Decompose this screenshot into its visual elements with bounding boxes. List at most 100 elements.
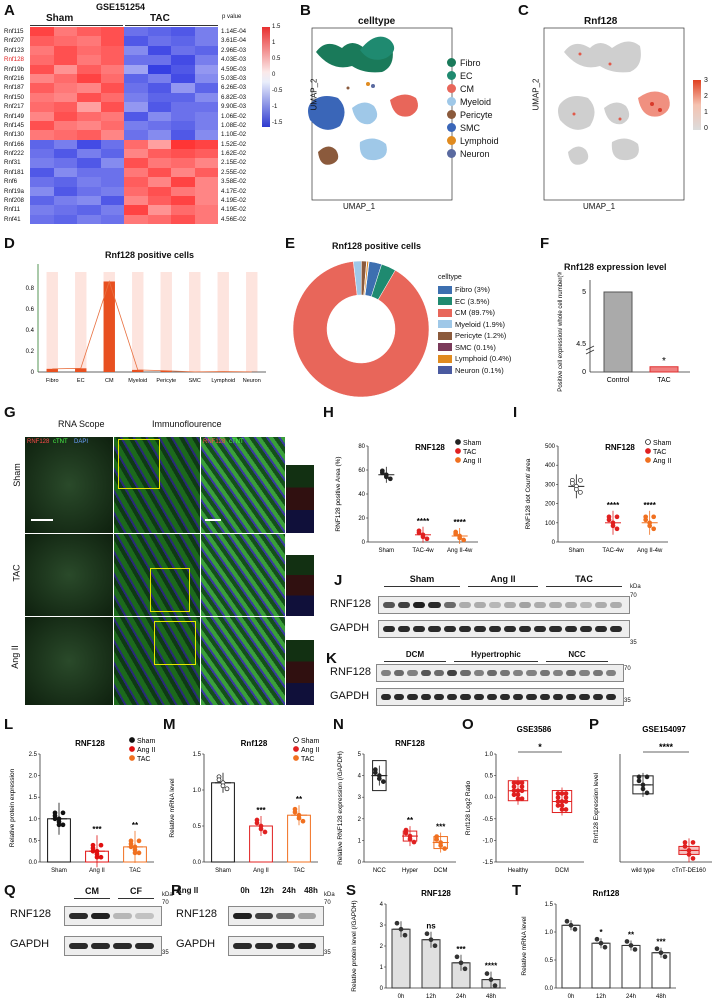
xtick: 24h bbox=[626, 994, 636, 1000]
heatmap-cell bbox=[124, 73, 148, 84]
d-xtick: Pericyte bbox=[156, 378, 176, 384]
ytick: 0.5 bbox=[29, 838, 38, 844]
data-point bbox=[686, 852, 692, 857]
legend-label: Lymphoid bbox=[460, 135, 499, 146]
data-point bbox=[610, 523, 616, 529]
blot-band bbox=[579, 694, 590, 700]
blot-time-label: 0h bbox=[240, 886, 250, 895]
data-point bbox=[457, 535, 463, 541]
data-point bbox=[403, 830, 409, 836]
ytick: 500 bbox=[545, 444, 556, 450]
xtick: NCC bbox=[373, 868, 387, 874]
heatmap-cell bbox=[30, 64, 54, 74]
legend-swatch bbox=[447, 136, 456, 145]
data-point bbox=[662, 954, 668, 960]
blot-band bbox=[407, 670, 418, 676]
data-point bbox=[98, 854, 104, 860]
ytick: 1.0 bbox=[29, 817, 38, 823]
heatmap-cell bbox=[171, 55, 195, 65]
legend-swatch bbox=[438, 343, 452, 352]
blot-strip bbox=[64, 906, 162, 926]
blot-group-label: CM bbox=[85, 886, 99, 896]
blot-strip bbox=[378, 620, 630, 638]
heatmap-cell bbox=[194, 139, 218, 150]
heatmap-cell bbox=[171, 111, 195, 121]
heatmap-gene-label: Rnf19b bbox=[4, 65, 24, 73]
f-bar bbox=[603, 291, 633, 373]
heatmap-cell bbox=[124, 130, 148, 140]
ylabel: Relative mRNA level bbox=[169, 778, 176, 838]
d-bg-stripe bbox=[189, 272, 201, 372]
heatmap-pvalue: 1.62E-02 bbox=[221, 150, 247, 158]
g-zoom-sham: RNF128 cTNT bbox=[201, 437, 285, 533]
heatmap-cell bbox=[77, 186, 101, 197]
data-point bbox=[136, 850, 142, 856]
xtick: TAC-4w bbox=[602, 548, 624, 554]
data-point bbox=[220, 783, 226, 789]
heatmap-cell bbox=[30, 27, 54, 37]
legend-label: TAC bbox=[301, 756, 314, 763]
heatmap-row bbox=[30, 158, 218, 168]
panel-label-c: C bbox=[518, 2, 529, 19]
pvalue-header: p value bbox=[222, 14, 242, 20]
legend-label: Fibro bbox=[460, 57, 481, 68]
data-point bbox=[564, 918, 570, 924]
f-sig: * bbox=[662, 356, 666, 367]
panel-label-q: Q bbox=[4, 882, 16, 899]
data-point bbox=[296, 815, 302, 821]
ytick: 2.5 bbox=[29, 752, 38, 758]
heatmap-gene-label: Rnf149 bbox=[4, 112, 24, 120]
data-point bbox=[98, 842, 104, 848]
blot-band bbox=[504, 626, 517, 632]
sham-bracket bbox=[30, 25, 123, 26]
data-point bbox=[254, 820, 260, 826]
data-point bbox=[559, 807, 565, 812]
ytick: 1 bbox=[380, 965, 384, 971]
legend-label: Pericyte bbox=[460, 109, 493, 120]
sig-label: ** bbox=[628, 930, 635, 939]
blot-group-bracket bbox=[454, 661, 538, 662]
g-if-tac bbox=[114, 534, 200, 616]
panel-label-l: L bbox=[4, 716, 14, 733]
heatmap-row bbox=[30, 167, 218, 178]
data-point bbox=[453, 531, 459, 537]
heatmap-cell bbox=[100, 149, 124, 159]
o-chart: GSE3586 1.0 0.5 0.0 -0.5 -1.0 -1.5 Rnf128 Log2 … bbox=[465, 725, 584, 874]
heatmap-cell bbox=[194, 158, 218, 168]
heatmap-scale-tick: -1 bbox=[272, 104, 278, 110]
k-western-blot: DCM Hypertrophic NCC RNF128 GAPDH 70 35 bbox=[330, 650, 710, 712]
heatmap-cell bbox=[100, 158, 124, 168]
blot-band bbox=[443, 602, 456, 608]
heatmap-cell bbox=[147, 149, 171, 159]
heatmap-cell bbox=[147, 45, 171, 56]
ytick: 1.5 bbox=[193, 752, 202, 758]
ytick: 1.5 bbox=[29, 795, 38, 801]
g-zoom-angii bbox=[201, 617, 285, 705]
blot-band bbox=[486, 670, 497, 676]
heatmap-cell bbox=[100, 139, 124, 150]
xtick: Sham bbox=[378, 548, 394, 554]
heatmap-pvalue: 5.03E-03 bbox=[221, 74, 247, 82]
data-point bbox=[555, 795, 561, 800]
g-zoom-tac bbox=[201, 534, 285, 616]
heatmap-cell bbox=[147, 120, 171, 131]
data-point bbox=[519, 780, 525, 786]
data-point bbox=[434, 837, 440, 842]
data-point bbox=[420, 534, 426, 540]
heatmap-cell bbox=[53, 205, 77, 215]
d-title: Rnf128 positive cells bbox=[105, 250, 195, 260]
ytick: 3 bbox=[358, 795, 362, 801]
heatmap-cell bbox=[53, 102, 77, 112]
legend-label: Neuron bbox=[460, 148, 490, 159]
ytick: 2 bbox=[380, 944, 384, 950]
blot-band bbox=[447, 670, 458, 676]
e-legend-item: CM (89.7%) bbox=[438, 307, 511, 319]
umap-c-plot bbox=[543, 27, 685, 201]
data-point bbox=[636, 778, 642, 784]
xtick: 48h bbox=[486, 994, 496, 1000]
heatmap-cell bbox=[53, 167, 77, 178]
legend-label: Sham bbox=[137, 738, 155, 745]
blot-band bbox=[552, 670, 564, 676]
heatmap-pvalue: 1.08E-02 bbox=[221, 121, 247, 129]
sig-label: **** bbox=[453, 518, 466, 527]
